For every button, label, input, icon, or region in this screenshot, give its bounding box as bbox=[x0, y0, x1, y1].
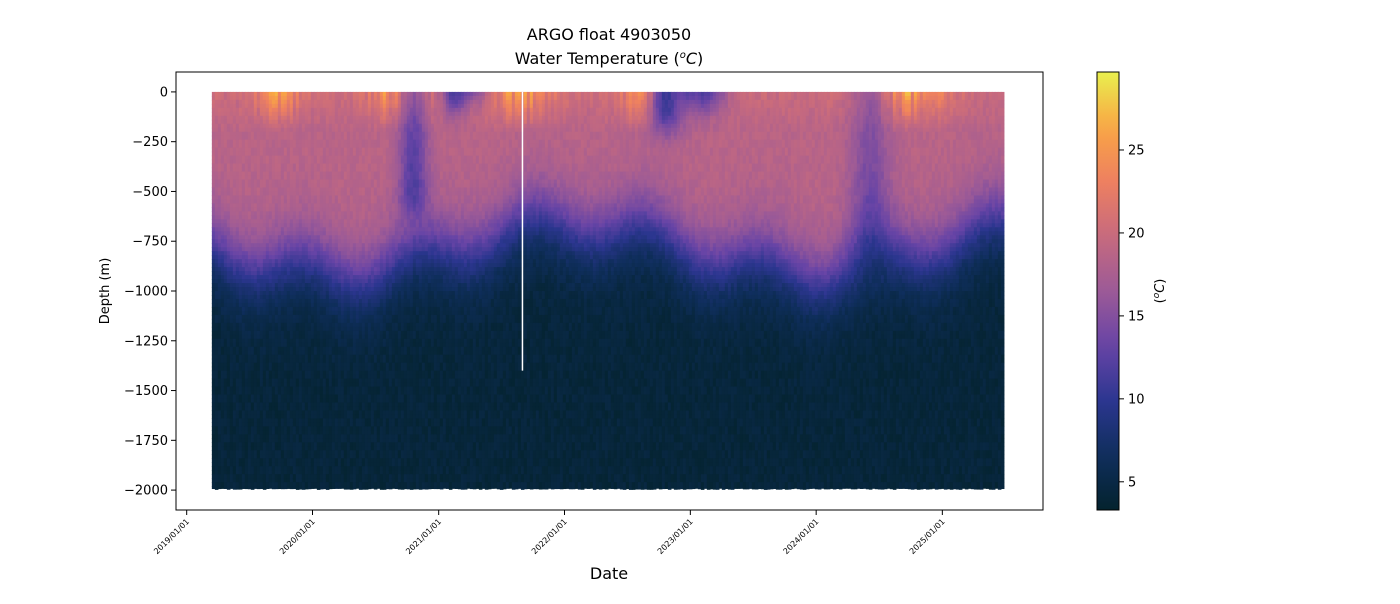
chart-subtitle: Water Temperature (oC) bbox=[515, 49, 704, 68]
chart-title: ARGO float 4903050 bbox=[527, 25, 691, 44]
heatmap-area bbox=[212, 92, 1005, 490]
